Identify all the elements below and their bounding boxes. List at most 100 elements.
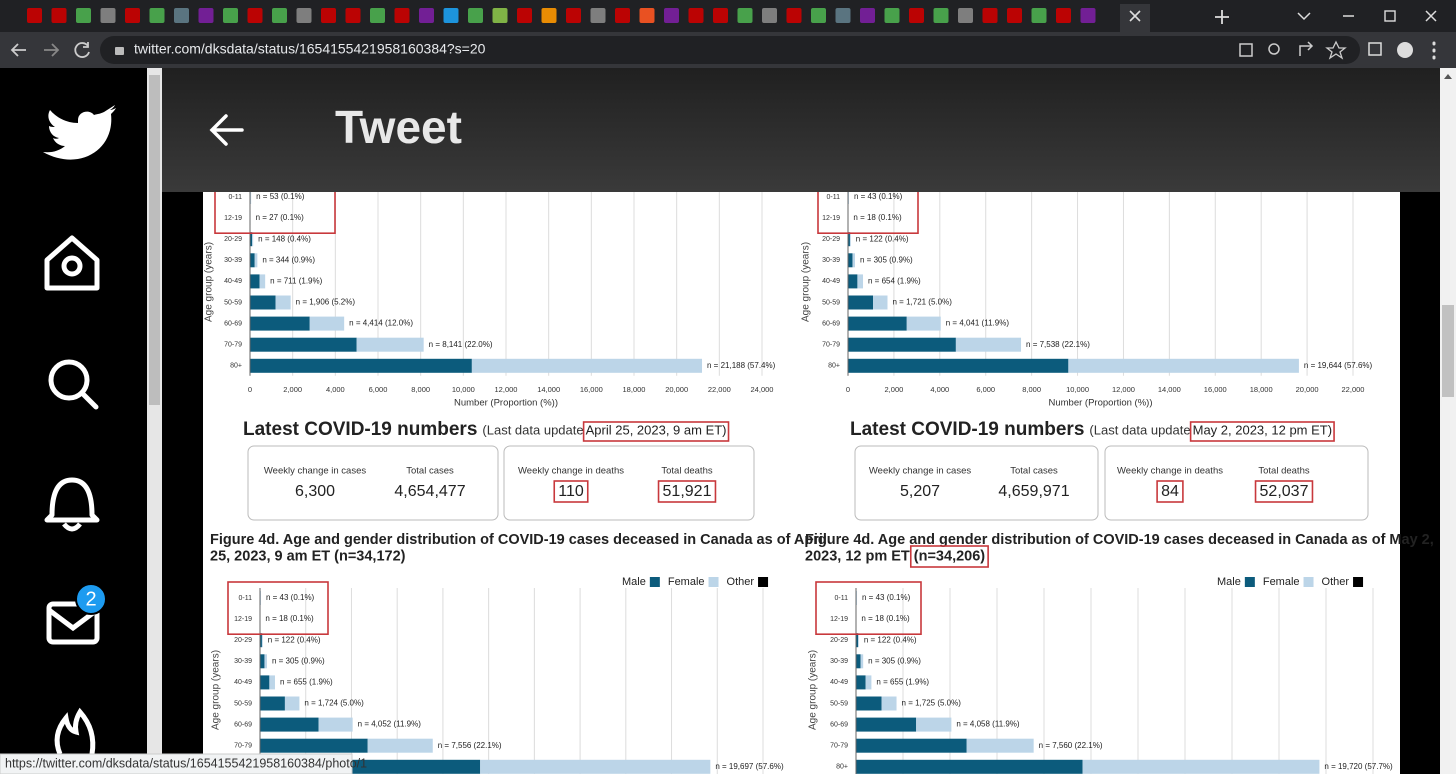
bar-label: n = 122 (0.4%) xyxy=(864,635,917,644)
bar-male xyxy=(260,696,285,711)
url[interactable]: twitter.com/dksdata/status/1654155421958… xyxy=(134,41,486,57)
age-label: 80+ xyxy=(828,363,840,370)
bar-label: n = 1,906 (5.2%) xyxy=(296,298,356,307)
page-scroll-thumb[interactable] xyxy=(1442,305,1454,397)
side-panel[interactable] xyxy=(1368,42,1382,56)
back-button[interactable] xyxy=(10,43,26,57)
profile[interactable] xyxy=(1397,42,1413,58)
close-tab[interactable] xyxy=(1129,10,1141,22)
figure-caption-n: (n=34,206) xyxy=(914,548,986,564)
bar-label: n = 4,041 (11.9%) xyxy=(946,319,1010,328)
age-label: 0-11 xyxy=(239,595,253,602)
bar-male xyxy=(856,675,866,690)
tweet-header xyxy=(162,68,1440,192)
new-tab[interactable] xyxy=(1215,10,1229,24)
bar-label: n = 18 (0.1%) xyxy=(853,213,902,222)
highlight-box xyxy=(1254,480,1314,503)
active-tab[interactable] xyxy=(1120,4,1150,32)
messages-icon[interactable] xyxy=(46,601,100,645)
age-label: 40-49 xyxy=(234,679,252,686)
tab-favicon xyxy=(933,8,949,23)
scroll-up[interactable] xyxy=(1444,74,1452,79)
bar-label: n = 1,721 (5.0%) xyxy=(893,298,953,307)
bar-label: n = 711 (1.9%) xyxy=(270,277,322,286)
back-arrow[interactable] xyxy=(209,114,244,146)
home-icon[interactable] xyxy=(44,235,100,291)
bar-male xyxy=(848,337,956,352)
zoom-icon[interactable] xyxy=(1268,43,1280,55)
topics-icon[interactable] xyxy=(54,707,96,755)
legend-label: Male xyxy=(622,576,646,588)
age-label: 80+ xyxy=(836,764,848,771)
bar-female xyxy=(906,316,941,331)
tab-favicon xyxy=(639,8,655,23)
stat-label: Total deaths xyxy=(661,466,712,477)
tab-favicon xyxy=(835,8,851,23)
twitter-logo[interactable] xyxy=(43,105,116,160)
messages-icon-flap xyxy=(47,608,99,632)
reload-button[interactable] xyxy=(74,42,90,58)
bookmark-icon[interactable] xyxy=(1325,40,1347,60)
tab-favicon xyxy=(541,8,557,23)
bar-female xyxy=(1068,358,1299,373)
bar-label: n = 53 (0.1%) xyxy=(256,192,305,201)
bar-male xyxy=(848,232,850,247)
omnibox[interactable] xyxy=(100,36,1360,64)
age-label: 12-19 xyxy=(224,215,242,222)
bar-male xyxy=(848,316,907,331)
bar-label: n = 305 (0.9%) xyxy=(860,255,913,264)
highlight-box xyxy=(657,480,717,503)
share-icon[interactable] xyxy=(1299,41,1314,56)
tab-favicon xyxy=(443,8,459,23)
tab-favicon xyxy=(419,8,434,23)
bar-male xyxy=(260,633,262,648)
close-window[interactable] xyxy=(1425,10,1437,22)
forward-button[interactable] xyxy=(44,43,60,57)
bar-female xyxy=(367,738,433,753)
age-label: 70-79 xyxy=(830,743,848,750)
tweet-image[interactable]: 0 2,000 4,000 6,000 8,000 10,000 12,000 14,000 1… xyxy=(162,181,1440,774)
stat-label: Weekly change in cases xyxy=(264,466,367,477)
legend-swatch xyxy=(649,577,660,587)
bar-label: n = 7,560 (22.1%) xyxy=(1039,741,1103,750)
tab-search[interactable] xyxy=(1297,12,1311,21)
notifications-icon[interactable] xyxy=(44,477,100,532)
tab-favicon xyxy=(958,8,973,23)
bar-female xyxy=(264,654,267,669)
stat-label: Total cases xyxy=(1010,466,1058,477)
maximize[interactable] xyxy=(1384,10,1396,22)
legend-label: Male xyxy=(1217,576,1241,588)
tab-favicon xyxy=(615,8,630,23)
age-label: 20-29 xyxy=(830,637,848,644)
bar-male xyxy=(848,358,1069,373)
age-label: 70-79 xyxy=(234,743,252,750)
bar-male xyxy=(260,738,368,753)
bar-male xyxy=(250,337,357,352)
install-icon[interactable] xyxy=(1239,43,1253,57)
age-label: 12-19 xyxy=(234,616,252,623)
stat-value: 52,037 xyxy=(1260,483,1309,500)
highlight-box xyxy=(214,192,336,235)
stat-card xyxy=(1104,445,1369,521)
bar-male xyxy=(250,274,260,289)
x-axis-label: Number (Proportion (%)) xyxy=(454,398,558,409)
x-tick-label: 6,000 xyxy=(369,385,388,394)
lock-icon[interactable] xyxy=(115,47,124,55)
highlight-box xyxy=(227,581,329,636)
search-icon[interactable] xyxy=(48,359,90,401)
tab-favicon xyxy=(345,8,361,23)
tab-favicon xyxy=(51,8,67,23)
age-label: 60-69 xyxy=(822,320,840,327)
bar-male xyxy=(848,274,858,289)
tab-favicon xyxy=(492,8,508,23)
age-label: 60-69 xyxy=(234,721,252,728)
bar-male xyxy=(856,696,882,711)
bar-label: n = 19,644 (57.6%) xyxy=(1304,361,1373,370)
bar-label: n = 7,538 (22.1%) xyxy=(1026,340,1090,349)
summary-heading: Latest COVID-19 numbers xyxy=(243,419,477,440)
age-label: 20-29 xyxy=(224,236,242,243)
bar-label: n = 19,720 (57.7%) xyxy=(1324,762,1393,771)
header-title: Tweet xyxy=(335,101,462,153)
tab-favicon xyxy=(468,8,483,23)
bar-female xyxy=(284,696,300,711)
